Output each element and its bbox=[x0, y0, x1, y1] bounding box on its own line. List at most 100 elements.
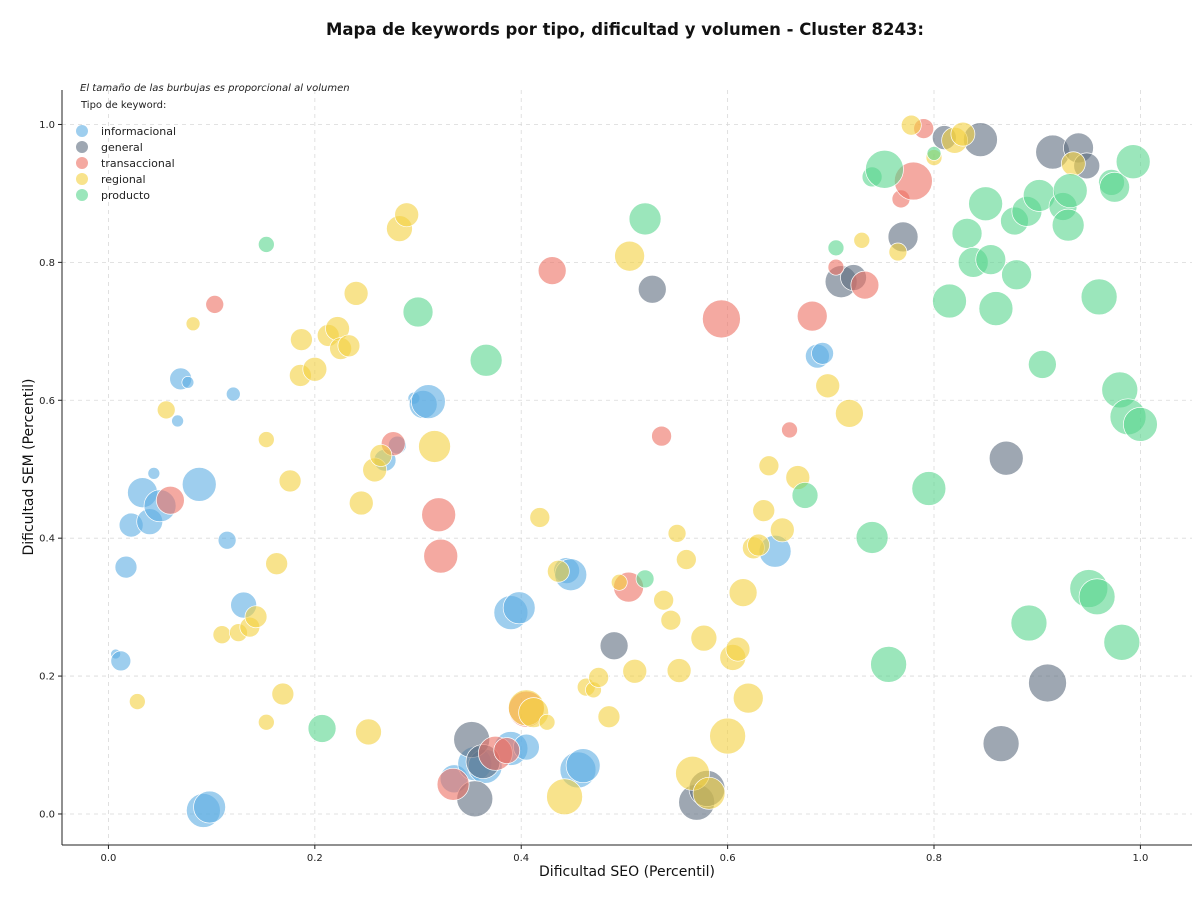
bubble-regional bbox=[732, 682, 764, 714]
x-tick-label: 0.2 bbox=[307, 853, 323, 864]
bubble-regional bbox=[355, 718, 382, 746]
bubble-regional bbox=[394, 202, 420, 228]
series-producto bbox=[257, 144, 1158, 743]
bubble-regional bbox=[752, 499, 776, 522]
bubble-producto bbox=[1028, 350, 1057, 379]
bubble-regional bbox=[588, 667, 609, 688]
bubble-regional bbox=[546, 778, 583, 816]
bubble-regional bbox=[348, 490, 374, 516]
legend-title: Tipo de keyword: bbox=[80, 100, 166, 111]
bubble-regional bbox=[622, 658, 648, 684]
bubble-transaccional bbox=[651, 425, 672, 447]
bubble-regional bbox=[547, 559, 570, 583]
bubble-regional bbox=[888, 242, 908, 262]
bubble-producto bbox=[257, 236, 275, 253]
bubble-informacional bbox=[565, 748, 601, 784]
y-tick-label: 0.8 bbox=[39, 258, 55, 269]
y-axis-label: Dificultad SEM (Percentil) bbox=[21, 379, 37, 556]
bubble-regional bbox=[675, 549, 697, 570]
bubble-transaccional bbox=[421, 497, 457, 533]
size-note: El tamaño de las burbujas es proporciona… bbox=[80, 83, 350, 94]
bubble-regional bbox=[692, 776, 726, 810]
bubble-informacional bbox=[410, 384, 446, 420]
bubble-transaccional bbox=[796, 300, 828, 332]
bubble-general bbox=[637, 274, 667, 304]
bubble-producto bbox=[1078, 578, 1116, 616]
legend-marker-regional bbox=[76, 173, 88, 185]
x-tick-label: 0.4 bbox=[513, 853, 529, 864]
x-tick-label: 1.0 bbox=[1132, 853, 1148, 864]
bubble-informacional bbox=[217, 530, 237, 550]
bubbles bbox=[110, 114, 1158, 828]
legend-marker-general bbox=[76, 141, 88, 153]
bubble-transaccional bbox=[156, 485, 185, 515]
legend-label-general: general bbox=[101, 141, 143, 154]
bubble-transaccional bbox=[436, 767, 470, 801]
legend-label-producto: producto bbox=[101, 189, 150, 202]
bubble-regional bbox=[900, 114, 922, 136]
bubble-producto bbox=[402, 296, 434, 328]
bubble-producto bbox=[855, 521, 889, 554]
x-tick-label: 0.6 bbox=[720, 853, 736, 864]
y-tick-label: 0.0 bbox=[39, 809, 55, 820]
bubble-producto bbox=[635, 569, 655, 589]
bubble-producto bbox=[469, 343, 503, 377]
bubble-producto bbox=[307, 714, 337, 743]
bubble-regional bbox=[660, 609, 682, 631]
bubble-informacional bbox=[181, 375, 195, 389]
bubble-regional bbox=[614, 240, 645, 272]
bubble-regional bbox=[185, 316, 201, 332]
bubble-informacional bbox=[110, 650, 132, 672]
bubble-regional bbox=[244, 605, 268, 629]
bubble-producto bbox=[1099, 171, 1130, 203]
bubble-informacional bbox=[193, 790, 226, 824]
bubble-producto bbox=[1103, 623, 1141, 661]
bubble-informacional bbox=[811, 342, 834, 365]
bubble-informacional bbox=[225, 386, 241, 402]
bubble-producto bbox=[1080, 278, 1118, 316]
bubble-regional bbox=[369, 444, 393, 467]
bubble-transaccional bbox=[781, 421, 798, 439]
bubble-regional bbox=[271, 682, 295, 706]
y-tick-label: 0.2 bbox=[39, 672, 55, 683]
x-axis-label: Dificultad SEO (Percentil) bbox=[539, 864, 715, 880]
bubble-regional bbox=[156, 400, 176, 420]
x-tick-label: 0.8 bbox=[926, 853, 942, 864]
bubble-producto bbox=[1001, 259, 1032, 291]
legend-marker-informacional bbox=[76, 125, 88, 137]
bubble-transaccional bbox=[850, 270, 880, 300]
bubble-producto bbox=[978, 291, 1014, 326]
bubble-regional bbox=[653, 589, 674, 611]
bubble-producto bbox=[1051, 208, 1085, 242]
legend: Tipo de keyword: informacional general tra… bbox=[76, 100, 176, 202]
bubble-regional bbox=[343, 281, 369, 306]
bubble-regional bbox=[758, 455, 780, 477]
grid bbox=[62, 90, 1192, 845]
bubble-regional bbox=[257, 431, 275, 448]
bubble-regional bbox=[1060, 151, 1086, 177]
legend-marker-transaccional bbox=[76, 157, 88, 169]
bubble-transaccional bbox=[702, 299, 741, 339]
bubble-producto bbox=[1010, 604, 1048, 642]
bubble-producto bbox=[911, 471, 947, 506]
bubble-informacional bbox=[181, 467, 217, 502]
bubble-regional bbox=[597, 705, 621, 729]
bubble-regional bbox=[538, 713, 556, 731]
bubble-informacional bbox=[502, 591, 536, 625]
bubble-regional bbox=[610, 573, 628, 591]
ticks: 0.0 0.2 0.4 0.6 0.8 1.0 0.0 0.2 0.4 0.6 0.8 1.0 bbox=[39, 120, 1148, 864]
bubble-regional bbox=[278, 469, 302, 493]
bubble-regional bbox=[337, 334, 361, 358]
bubble-producto bbox=[1123, 407, 1158, 442]
y-tick-label: 0.6 bbox=[39, 396, 55, 407]
bubble-regional bbox=[853, 231, 871, 249]
series-regional bbox=[128, 114, 1086, 816]
bubble-informacional bbox=[114, 555, 138, 579]
bubble-regional bbox=[418, 430, 451, 463]
bubble-regional bbox=[667, 523, 687, 543]
y-tick-label: 1.0 bbox=[39, 120, 55, 131]
x-tick-label: 0.0 bbox=[100, 853, 116, 864]
bubble-regional bbox=[690, 624, 718, 652]
bubble-producto bbox=[1052, 173, 1088, 209]
